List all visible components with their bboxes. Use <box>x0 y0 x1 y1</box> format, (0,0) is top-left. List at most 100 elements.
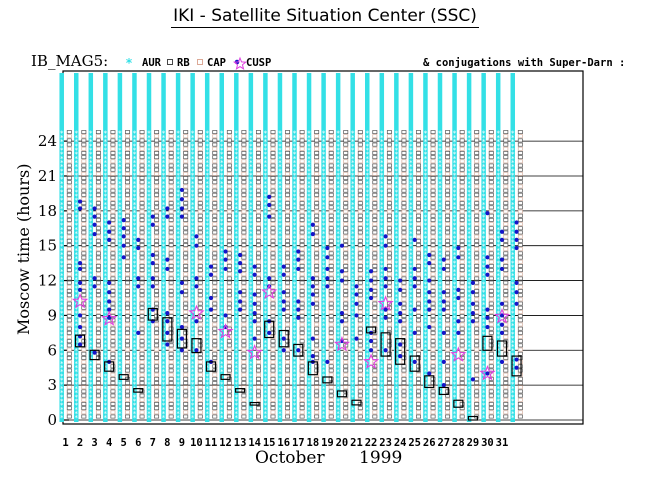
rb-point <box>488 360 494 365</box>
rb-point <box>285 347 291 352</box>
rb-point <box>459 226 465 231</box>
rb-point <box>416 167 421 172</box>
rb-point <box>168 347 174 352</box>
aur-point: * <box>176 402 180 410</box>
rb-point <box>416 360 421 365</box>
aur-point: * <box>133 234 137 242</box>
rb-point <box>445 368 451 373</box>
rb-point <box>357 372 363 377</box>
aur-point: * <box>278 255 282 263</box>
rb-point <box>401 318 407 323</box>
aur-point: * <box>133 192 137 200</box>
aur-point: * <box>307 310 311 318</box>
aur-point: * <box>395 259 399 267</box>
aur-point: * <box>467 343 471 351</box>
aur-point: * <box>453 222 457 230</box>
rb-track <box>343 130 349 419</box>
aur-point: * <box>249 172 253 180</box>
rb-point <box>154 247 160 252</box>
rb-point <box>372 180 378 185</box>
rb-point <box>212 410 218 415</box>
rb-point <box>503 184 509 189</box>
rb-point <box>285 372 291 377</box>
aur-point: * <box>322 347 326 355</box>
aur-point: * <box>380 347 384 355</box>
rb-point <box>416 343 421 348</box>
rb-point <box>197 259 203 264</box>
rb-point <box>517 205 523 210</box>
rb-point <box>488 347 494 352</box>
rb-point <box>328 159 334 164</box>
aur-point: * <box>424 360 428 368</box>
cusp-point <box>238 290 243 295</box>
rb-point <box>81 155 87 160</box>
rb-point <box>343 201 349 206</box>
rb-point <box>95 406 101 411</box>
aur-point: * <box>162 243 166 251</box>
aur-point: * <box>438 226 442 234</box>
aur-point: * <box>205 372 209 380</box>
rb-point <box>168 335 174 339</box>
cusp-point <box>485 264 490 269</box>
aur-point: * <box>89 155 93 163</box>
aur-point: * <box>162 142 166 150</box>
aur-point: * <box>235 205 239 213</box>
aur-point: * <box>351 213 355 221</box>
rb-point <box>343 159 349 164</box>
rb-point <box>95 397 101 402</box>
aur-point: * <box>147 268 151 276</box>
aur-point: * <box>147 406 151 414</box>
rb-point <box>168 243 174 247</box>
aur-point: * <box>366 155 370 163</box>
rb-point <box>154 360 160 365</box>
aur-point: * <box>278 280 282 288</box>
rb-point <box>430 351 436 356</box>
rb-point <box>110 243 116 247</box>
aur-point: * <box>467 360 471 368</box>
aur-point: * <box>162 146 166 154</box>
rb-point <box>154 284 160 289</box>
aur-point: * <box>118 255 122 263</box>
rb-point <box>125 381 130 385</box>
rb-point <box>226 381 232 385</box>
aur-track: ****************************************… <box>59 73 64 422</box>
aur-point: * <box>336 314 340 322</box>
rb-point <box>357 213 363 218</box>
rb-point <box>459 255 465 260</box>
cusp-point <box>383 234 388 239</box>
aur-point: * <box>467 247 471 255</box>
aur-point: * <box>75 201 79 209</box>
rb-point <box>474 372 480 377</box>
rb-point <box>401 276 407 281</box>
aur-point: * <box>293 213 297 221</box>
aur-point: * <box>351 142 355 150</box>
rb-point <box>154 167 160 172</box>
aur-point: * <box>307 251 311 259</box>
rb-point <box>430 410 436 415</box>
aur-point: * <box>351 167 355 175</box>
aur-point: * <box>118 226 122 234</box>
rb-point <box>474 389 480 394</box>
rb-point <box>110 372 116 377</box>
rb-box <box>293 343 304 357</box>
aur-point: * <box>482 293 486 301</box>
rb-point <box>416 309 421 314</box>
aur-point: * <box>453 238 457 246</box>
rb-point <box>66 217 72 222</box>
aur-point: * <box>147 218 151 226</box>
rb-point <box>212 276 218 281</box>
aur-point: * <box>467 310 471 318</box>
aur-point: * <box>336 377 340 385</box>
aur-point: * <box>176 255 180 263</box>
rb-point <box>197 402 203 406</box>
x-tick-label: 9 <box>179 437 185 449</box>
aur-point: * <box>366 372 370 380</box>
rb-point <box>299 217 305 222</box>
cusp-point <box>208 295 214 301</box>
aur-point: * <box>511 251 515 259</box>
aur-point: * <box>482 343 486 351</box>
rb-point <box>66 343 72 348</box>
aur-point: * <box>424 351 428 359</box>
rb-point <box>212 201 218 206</box>
aur-point: * <box>147 176 151 184</box>
